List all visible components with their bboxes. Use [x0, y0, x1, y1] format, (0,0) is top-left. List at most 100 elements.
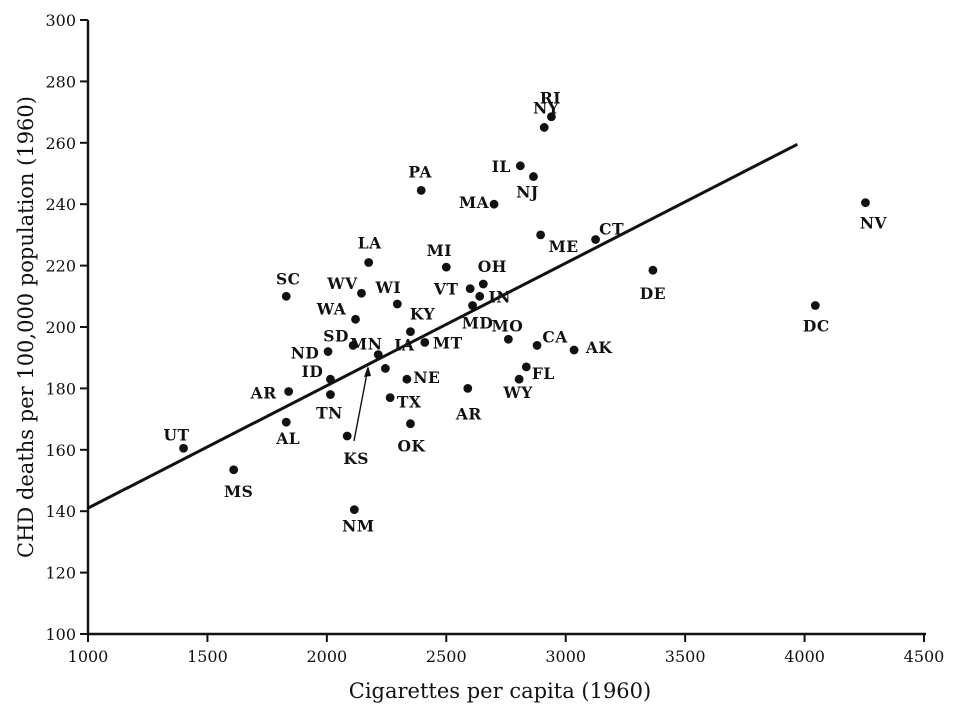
data-point-sd — [348, 341, 358, 350]
data-point-ks — [342, 431, 352, 441]
data-point-md — [468, 301, 477, 310]
data-point-wy — [514, 374, 524, 384]
x-tick-label: 2000 — [306, 647, 347, 666]
data-label-dc: DC — [803, 317, 830, 336]
data-point-ri — [546, 112, 556, 122]
data-point-ok — [406, 419, 415, 429]
y-tick-label: 280 — [45, 72, 76, 91]
data-label-ms: MS — [224, 482, 253, 501]
data-label-mt: MT — [433, 333, 463, 352]
y-tick-label: 240 — [45, 195, 76, 214]
data-label-ct: CT — [599, 220, 624, 239]
points — [179, 112, 870, 515]
annotations — [353, 366, 371, 442]
data-point-ct — [591, 235, 600, 244]
data-label-sd: SD — [323, 326, 349, 345]
data-label-sc: SC — [276, 269, 301, 288]
x-tick-label: 4500 — [904, 647, 945, 666]
data-label-ut: UT — [164, 425, 190, 444]
data-point-dc — [810, 301, 820, 310]
data-point-wa — [351, 314, 360, 324]
data-point-wi — [392, 299, 402, 309]
data-label-ma: MA — [459, 193, 490, 212]
y-tick-label: 180 — [45, 379, 76, 398]
data-label-in: IN — [489, 287, 511, 306]
data-point-ca — [532, 341, 542, 350]
y-ticks: 100 120 140 160 180 200 220 240 260 280 300 — [45, 11, 88, 644]
x-tick-label: 1000 — [68, 647, 109, 666]
data-point-ma — [489, 199, 499, 209]
data-point-ky — [406, 327, 415, 337]
data-point-mt — [420, 337, 430, 347]
y-tick-label: 100 — [45, 625, 76, 644]
data-label-mn: MN — [350, 335, 382, 354]
data-point-in — [475, 291, 485, 301]
data-label-fl: FL — [532, 364, 555, 383]
data-label-wy: WY — [502, 383, 533, 402]
data-label-de: DE — [640, 284, 666, 303]
data-label-ak: AK — [585, 338, 613, 357]
data-label-id: ID — [302, 362, 324, 381]
x-tick-label: 4000 — [784, 647, 825, 666]
data-label-ny: NY — [533, 98, 560, 117]
data-label-md: MD — [462, 314, 494, 333]
data-point-fl — [521, 362, 531, 372]
data-label-mi: MI — [427, 241, 452, 260]
data-label-la: LA — [358, 234, 382, 253]
data-point-de — [648, 265, 658, 275]
y-tick-label: 160 — [45, 441, 76, 460]
data-point-la — [364, 258, 374, 267]
data-label-wi: WI — [374, 278, 401, 297]
data-point-wv — [357, 288, 366, 298]
data-label-tx: TX — [397, 393, 422, 412]
y-tick-label: 220 — [45, 257, 76, 276]
x-tick-label: 3000 — [545, 647, 586, 666]
data-point-al — [281, 417, 291, 427]
data-point-ar — [463, 384, 473, 393]
x-tick-label: 1500 — [187, 647, 228, 666]
data-label-il: IL — [492, 157, 511, 176]
data-label-ne: NE — [413, 368, 440, 387]
data-point-ak — [569, 345, 579, 355]
data-label-al: AL — [275, 429, 300, 448]
regression-line — [87, 143, 799, 510]
data-label-ri: RI — [540, 89, 561, 108]
data-point-vt — [465, 284, 475, 294]
x-ticks: 1000 1500 2000 2500 3000 3500 4000 4500 — [68, 634, 945, 666]
data-point-ia — [380, 364, 390, 373]
data-label-ky: KY — [410, 305, 436, 324]
data-label-ks: KS — [343, 449, 369, 468]
data-point-mo — [503, 334, 513, 344]
data-point-ms — [229, 465, 239, 475]
data-label-me: ME — [549, 237, 579, 256]
data-point-ut — [179, 443, 188, 453]
data-point-tn — [326, 390, 335, 399]
data-label-ok: OK — [397, 437, 425, 456]
data-label-ar: AR — [455, 404, 482, 423]
y-tick-label: 260 — [45, 134, 76, 153]
data-label-wa: WA — [316, 299, 347, 318]
y-tick-label: 120 — [45, 564, 76, 583]
x-axis-title: Cigarettes per capita (1960) — [349, 679, 651, 703]
data-label-ar: AR — [250, 383, 277, 402]
data-point-nv — [861, 198, 870, 208]
y-tick-label: 140 — [45, 502, 76, 521]
data-label-nd: ND — [291, 344, 320, 363]
data-point-tx — [385, 393, 395, 403]
y-axis-title: CHD deaths per 100,000 population (1960) — [14, 96, 38, 558]
data-point-oh — [478, 279, 488, 289]
data-label-wv: WV — [326, 274, 358, 293]
data-point-nd — [323, 347, 333, 356]
data-point-mi — [441, 262, 451, 272]
data-label-ia: IA — [394, 335, 415, 354]
data-point-id — [326, 374, 335, 384]
data-label-mo: MO — [492, 316, 524, 335]
data-label-tn: TN — [316, 404, 343, 423]
data-point-me — [536, 230, 546, 240]
y-tick-label: 200 — [45, 318, 76, 337]
x-tick-label: 2500 — [426, 647, 467, 666]
fit-line-group — [87, 143, 799, 510]
data-point-ne — [402, 374, 412, 384]
